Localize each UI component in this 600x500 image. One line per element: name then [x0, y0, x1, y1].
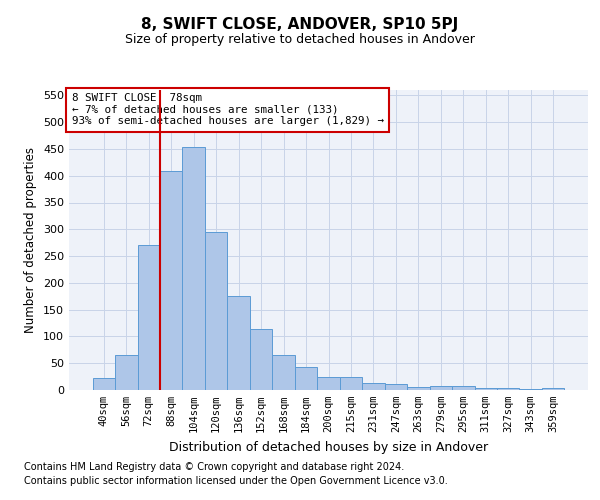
Bar	[92, 378, 115, 390]
Bar	[227, 296, 250, 390]
Text: 8, SWIFT CLOSE, ANDOVER, SP10 5PJ: 8, SWIFT CLOSE, ANDOVER, SP10 5PJ	[142, 18, 458, 32]
Bar	[362, 382, 385, 390]
Bar	[430, 386, 452, 390]
Bar	[182, 148, 205, 390]
Bar	[452, 386, 475, 390]
Text: 8 SWIFT CLOSE: 78sqm
← 7% of detached houses are smaller (133)
93% of semi-detac: 8 SWIFT CLOSE: 78sqm ← 7% of detached ho…	[71, 93, 383, 126]
Bar	[250, 330, 272, 390]
Bar	[272, 355, 295, 390]
Bar	[520, 389, 542, 390]
Bar	[137, 246, 160, 390]
Y-axis label: Number of detached properties: Number of detached properties	[25, 147, 37, 333]
Bar	[407, 387, 430, 390]
Bar	[340, 377, 362, 390]
Bar	[317, 377, 340, 390]
Bar	[295, 367, 317, 390]
Bar	[205, 232, 227, 390]
Text: Size of property relative to detached houses in Andover: Size of property relative to detached ho…	[125, 32, 475, 46]
Text: Contains public sector information licensed under the Open Government Licence v3: Contains public sector information licen…	[24, 476, 448, 486]
Bar	[115, 355, 137, 390]
Bar	[475, 388, 497, 390]
Text: Contains HM Land Registry data © Crown copyright and database right 2024.: Contains HM Land Registry data © Crown c…	[24, 462, 404, 472]
Bar	[497, 388, 520, 390]
X-axis label: Distribution of detached houses by size in Andover: Distribution of detached houses by size …	[169, 440, 488, 454]
Bar	[160, 172, 182, 390]
Bar	[542, 388, 565, 390]
Bar	[385, 384, 407, 390]
